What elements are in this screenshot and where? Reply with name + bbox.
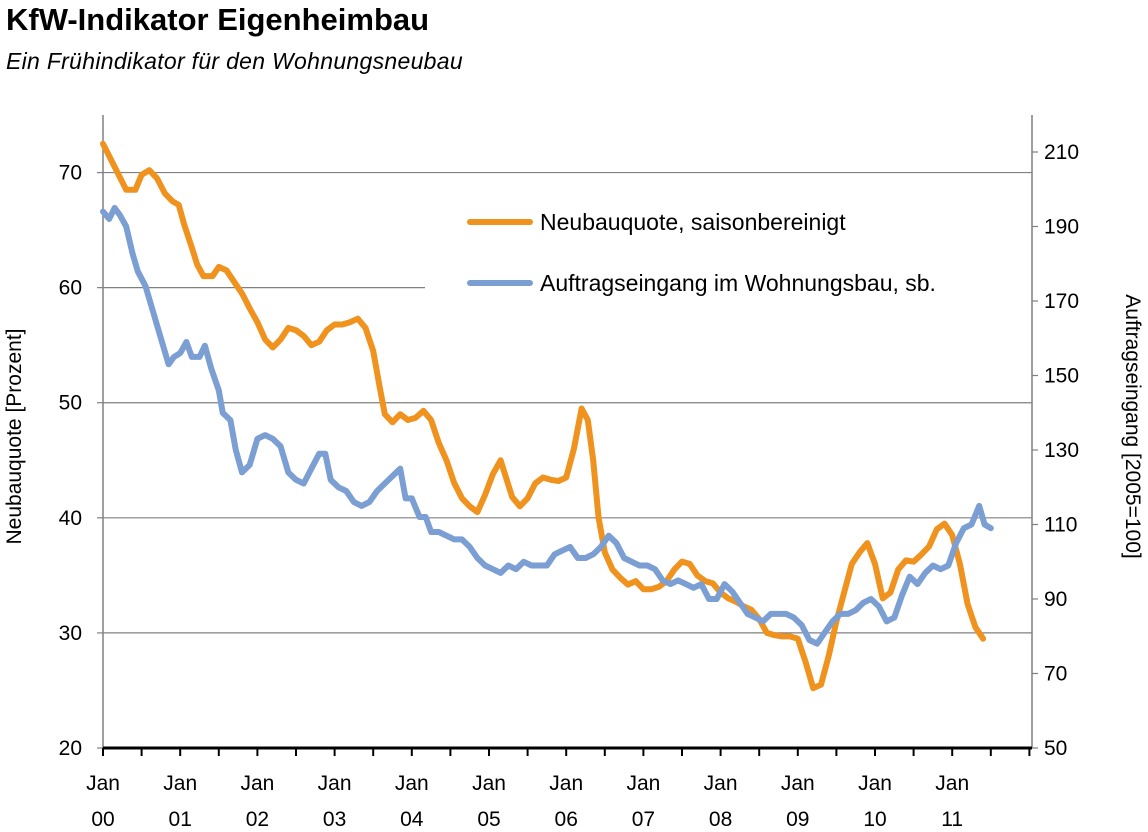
x-tick-label: Jan [626, 772, 660, 795]
right-tick-label: 110 [1044, 514, 1077, 537]
right-tick-label: 150 [1044, 365, 1079, 388]
left-tick-label: 70 [59, 162, 82, 185]
gridlines [103, 171, 1032, 634]
left-tick-label: 40 [59, 507, 82, 530]
legend-label-2: Auftragseingang im Wohnungsbau, sb. [540, 270, 936, 296]
x-tick-label: Jan [163, 772, 197, 795]
right-tick-label: 70 [1044, 663, 1067, 686]
left-tick-label: 30 [59, 622, 82, 645]
right-tick-label: 170 [1044, 290, 1079, 313]
axes: 20 30 40 50 60 70 50 70 90 110 130 150 170 190 210 Jan 0… [3, 115, 1144, 831]
x-tick-label-year: 06 [555, 808, 578, 831]
left-tick-label: 20 [59, 737, 82, 760]
x-tick-label: Jan [549, 772, 583, 795]
x-tick-label-year: 09 [786, 808, 809, 831]
x-tick-label: Jan [318, 772, 352, 795]
y2-axis-label: Auftragseingang [2005=100] [1121, 294, 1144, 558]
x-tick-label-year: 10 [863, 808, 886, 831]
left-tick-label: 60 [59, 277, 82, 300]
x-tick-label-year: 05 [477, 808, 500, 831]
legend-label-1: Neubauquote, saisonbereinigt [540, 209, 846, 235]
y-axis-label: Neubauquote [Prozent] [3, 329, 26, 545]
x-tick-label-year: 01 [169, 808, 192, 831]
x-tick-label-year: 08 [709, 808, 732, 831]
x-tick-label: Jan [704, 772, 738, 795]
right-tick-label: 190 [1044, 216, 1079, 239]
x-tick-label: Jan [240, 772, 274, 795]
chart-subtitle: Ein Frühindikator für den Wohnungsneubau [6, 48, 463, 74]
left-tick-label: 50 [59, 392, 82, 415]
series-lines [100, 140, 994, 692]
series-line-1 [100, 140, 987, 692]
x-tick-label-year: 11 [941, 808, 963, 831]
x-tick-label: Jan [86, 772, 120, 795]
right-tick-label: 90 [1044, 588, 1067, 611]
right-tick-label: 50 [1044, 737, 1067, 760]
right-tick-label: 130 [1044, 439, 1079, 462]
x-tick-label: Jan [395, 772, 429, 795]
x-tick-label-year: 07 [632, 808, 655, 831]
legend: Neubauquote, saisonbereinigt Auftragseing… [467, 209, 936, 296]
x-tick-label: Jan [858, 772, 892, 795]
x-tick-label-year: 03 [323, 808, 346, 831]
x-tick-label: Jan [472, 772, 506, 795]
x-tick-label: Jan [781, 772, 815, 795]
x-tick-label-year: 04 [400, 808, 424, 831]
x-tick-label-year: 00 [91, 808, 114, 831]
x-tick-label: Jan [935, 772, 969, 795]
chart-title: KfW-Indikator Eigenheimbau [6, 2, 430, 37]
right-tick-label: 210 [1044, 141, 1079, 164]
x-tick-label-year: 02 [246, 808, 269, 831]
series-line-2 [100, 204, 994, 647]
